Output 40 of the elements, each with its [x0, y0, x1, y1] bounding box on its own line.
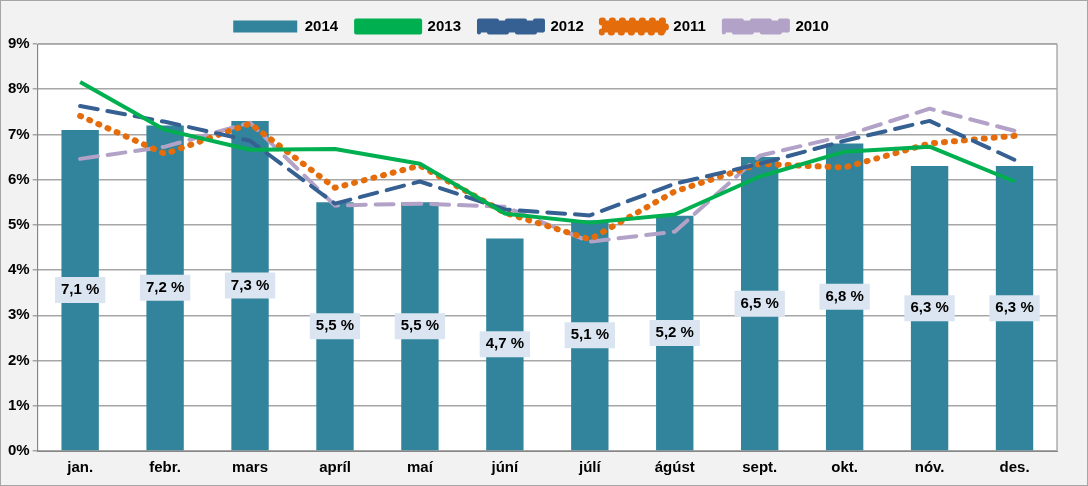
legend-label: 2010: [795, 16, 829, 34]
x-tick-label: júní: [490, 458, 520, 476]
y-tick-label: 9%: [7, 34, 30, 52]
data-label: 7,3 %: [230, 275, 270, 293]
x-tick-label: des.: [999, 458, 1030, 476]
data-label: 6,8 %: [825, 287, 864, 305]
data-label: 5,1 %: [570, 325, 609, 343]
x-tick-label: maí: [407, 458, 434, 476]
data-label: 6,5 %: [740, 293, 779, 311]
y-tick-label: 3%: [7, 305, 30, 323]
x-tick-label: apríl: [319, 458, 351, 476]
y-tick-label: 2%: [7, 350, 30, 368]
legend-label: 2014: [304, 16, 339, 34]
data-label: 5,5 %: [315, 316, 355, 334]
data-label: 4,7 %: [485, 334, 525, 352]
line-series: [78, 103, 1017, 218]
x-tick-label: jan.: [66, 458, 94, 476]
legend-label: 2011: [673, 16, 706, 34]
legend-label: 2012: [550, 16, 584, 34]
data-label: 6,3 %: [910, 298, 949, 316]
legend-label: 2013: [427, 16, 461, 34]
data-label: 5,5 %: [400, 316, 440, 334]
data-label: 7,1 %: [60, 280, 100, 298]
y-tick-label: 4%: [7, 260, 30, 278]
x-tick-label: sept.: [742, 458, 778, 476]
y-tick-label: 1%: [7, 395, 30, 413]
y-tick-label: 6%: [7, 169, 30, 187]
data-label: 7,2 %: [145, 277, 185, 295]
x-tick-label: febr.: [149, 458, 181, 476]
x-tick-label: ágúst: [654, 458, 695, 476]
data-label: 6,3 %: [995, 298, 1034, 316]
y-tick-label: 0%: [7, 441, 30, 459]
y-tick-label: 8%: [7, 79, 30, 97]
x-tick-label: mars: [232, 458, 268, 476]
x-tick-label: nóv.: [914, 458, 945, 476]
x-tick-label: okt.: [831, 458, 858, 476]
data-label: 5,2 %: [655, 323, 694, 341]
y-tick-label: 7%: [7, 124, 30, 142]
x-tick-label: júlí: [577, 458, 602, 476]
y-tick-label: 5%: [7, 215, 30, 233]
